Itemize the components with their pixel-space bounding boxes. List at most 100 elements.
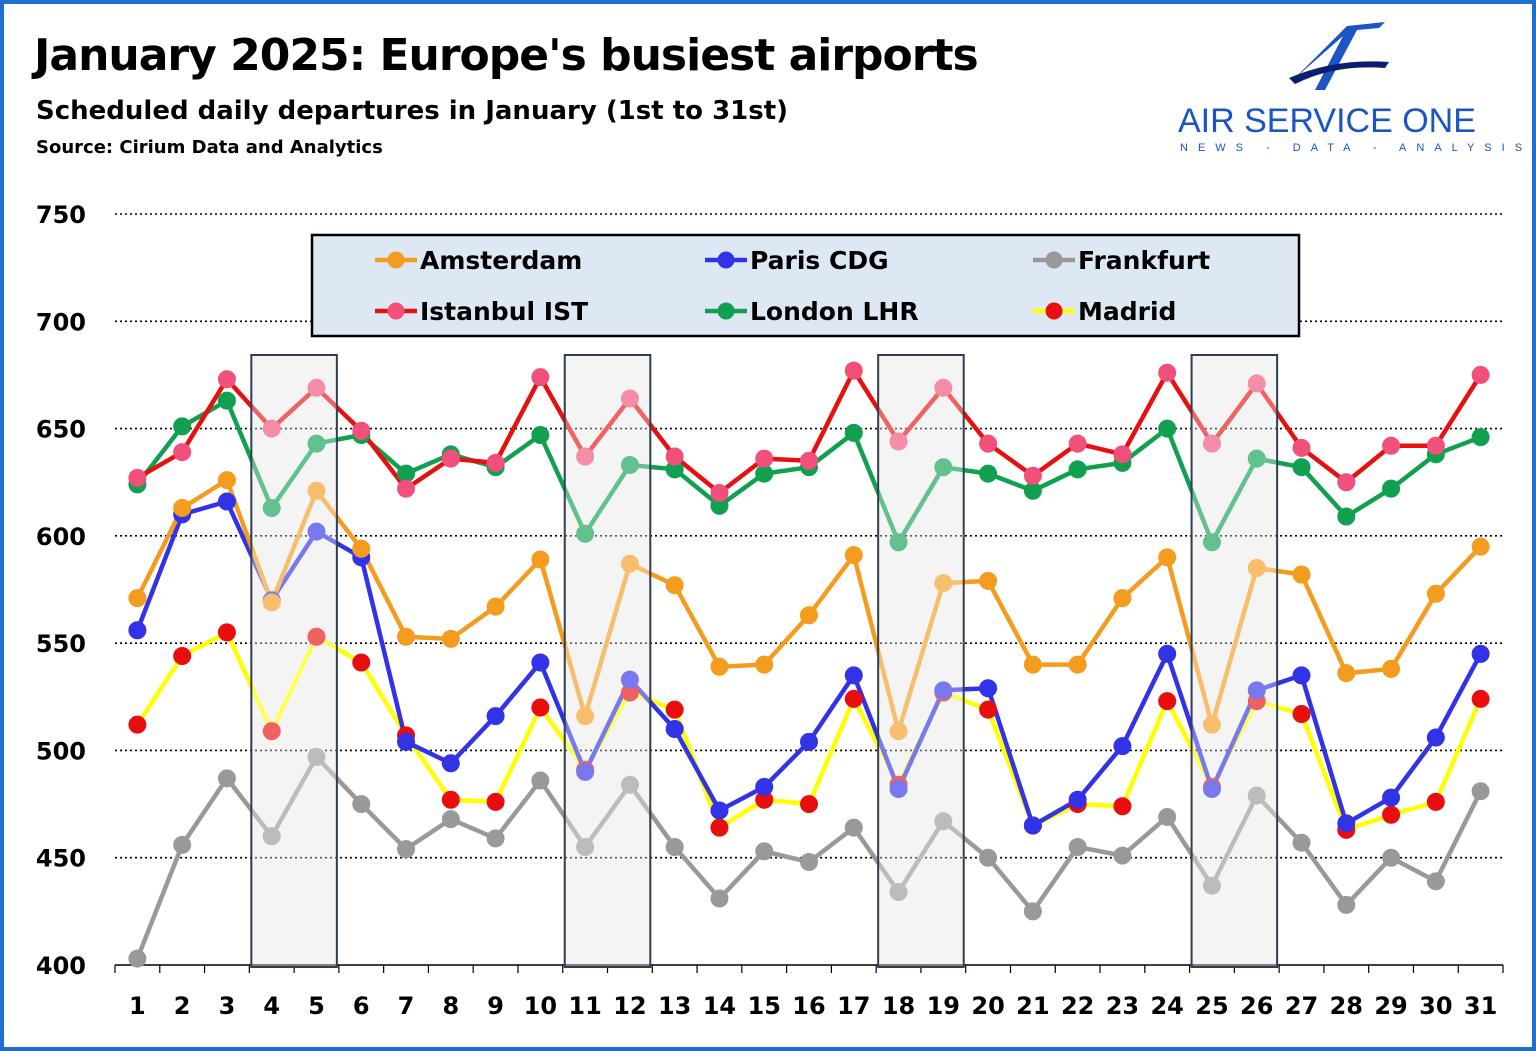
point-frankfurt-4 [262,827,281,846]
point-london-lhr-29 [1382,479,1401,498]
point-frankfurt-6 [352,795,371,814]
point-frankfurt-12 [620,775,639,794]
point-amsterdam-15 [755,655,774,674]
legend-swatch-marker-amsterdam [387,251,405,269]
point-london-lhr-26 [1247,449,1266,468]
point-amsterdam-12 [620,554,639,573]
point-london-lhr-5 [307,434,326,453]
point-amsterdam-23 [1113,589,1132,608]
point-madrid-3 [217,623,236,642]
point-london-lhr-12 [620,456,639,475]
point-frankfurt-1 [128,949,147,968]
point-london-lhr-11 [576,524,595,543]
point-frankfurt-28 [1337,895,1356,914]
x-tick-20: 20 [971,992,1004,1020]
point-paris-cdg-13 [665,719,684,738]
x-tick-27: 27 [1285,992,1318,1020]
x-tick-3: 3 [219,992,236,1020]
point-amsterdam-7 [397,627,416,646]
point-frankfurt-15 [755,842,774,861]
point-istanbul-ist-22 [1068,434,1087,453]
point-madrid-1 [128,715,147,734]
legend-label-frankfurt: Frankfurt [1078,246,1210,275]
point-amsterdam-21 [1023,655,1042,674]
point-amsterdam-20 [979,571,998,590]
point-frankfurt-14 [710,889,729,908]
y-tick-700: 700 [36,308,86,336]
point-london-lhr-27 [1292,458,1311,477]
point-london-lhr-25 [1202,533,1221,552]
point-amsterdam-30 [1426,584,1445,603]
x-tick-31: 31 [1464,992,1497,1020]
point-amsterdam-2 [173,498,192,517]
x-tick-19: 19 [927,992,960,1020]
point-paris-cdg-3 [217,492,236,511]
point-istanbul-ist-20 [979,434,998,453]
legend-swatch-marker-madrid [1045,302,1063,320]
point-paris-cdg-14 [710,801,729,820]
point-istanbul-ist-31 [1471,365,1490,384]
point-london-lhr-17 [844,423,863,442]
point-amsterdam-14 [710,657,729,676]
weekend-bands [251,355,1278,967]
point-istanbul-ist-3 [217,370,236,389]
point-amsterdam-29 [1382,659,1401,678]
x-tick-13: 13 [658,992,691,1020]
legend-swatch-marker-london-lhr [717,302,735,320]
point-frankfurt-22 [1068,837,1087,856]
point-paris-cdg-31 [1471,644,1490,663]
y-tick-600: 600 [36,523,86,551]
x-tick-2: 2 [174,992,191,1020]
point-istanbul-ist-9 [486,453,505,472]
point-paris-cdg-1 [128,621,147,640]
point-istanbul-ist-28 [1337,473,1356,492]
point-paris-cdg-11 [576,762,595,781]
point-amsterdam-16 [800,606,818,625]
point-frankfurt-5 [307,747,326,766]
point-istanbul-ist-15 [755,449,774,468]
point-london-lhr-10 [531,426,550,445]
point-london-lhr-24 [1158,419,1177,438]
y-axis-ticks: 400 450 500 550 600 650 700 750 [36,201,86,980]
point-amsterdam-17 [844,546,863,565]
point-madrid-17 [844,689,863,708]
point-paris-cdg-12 [620,670,639,689]
point-madrid-27 [1292,704,1311,723]
point-madrid-23 [1113,797,1132,816]
point-paris-cdg-22 [1068,790,1087,809]
x-tick-14: 14 [703,992,736,1020]
point-amsterdam-26 [1247,559,1266,578]
point-amsterdam-8 [441,629,460,648]
point-london-lhr-15 [755,464,774,483]
point-london-lhr-18 [889,533,908,552]
x-tick-18: 18 [882,992,915,1020]
point-madrid-29 [1382,805,1401,824]
x-tick-9: 9 [487,992,504,1020]
point-amsterdam-6 [352,539,371,558]
point-paris-cdg-7 [397,732,416,751]
brand-name: AIR SERVICE ONE [1178,102,1476,140]
point-frankfurt-11 [576,837,595,856]
point-amsterdam-27 [1292,565,1311,584]
point-madrid-8 [441,790,460,809]
y-tick-550: 550 [36,630,86,658]
point-madrid-31 [1471,689,1490,708]
point-madrid-20 [979,700,998,719]
x-tick-10: 10 [524,992,557,1020]
point-amsterdam-4 [262,593,281,612]
x-tick-30: 30 [1419,992,1452,1020]
point-frankfurt-3 [217,769,236,788]
chart-source: Source: Cirium Data and Analytics [36,137,383,158]
point-istanbul-ist-23 [1113,445,1132,464]
x-tick-25: 25 [1195,992,1228,1020]
brand-block: AIR SERVICE ONE NEWS - DATA - ANALYSIS [1170,18,1522,163]
point-london-lhr-4 [262,498,281,517]
series-line-amsterdam [135,477,1483,734]
y-tick-500: 500 [36,737,86,765]
point-london-lhr-28 [1337,507,1356,526]
point-paris-cdg-25 [1202,780,1221,799]
point-frankfurt-25 [1202,876,1221,895]
point-frankfurt-9 [486,829,505,848]
point-madrid-24 [1158,692,1177,711]
